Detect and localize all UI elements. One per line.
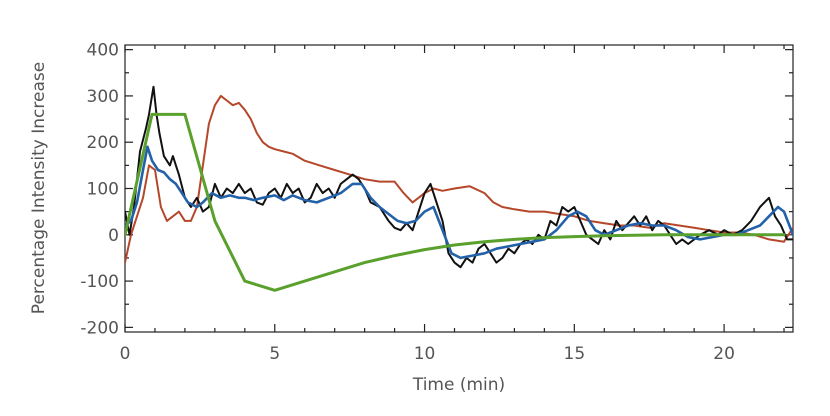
y-axis-label: Percentage Intensity Increase xyxy=(29,62,49,314)
axis-ticks xyxy=(124,45,793,332)
series-group xyxy=(125,85,793,292)
y-tick-label: 0 xyxy=(108,226,119,246)
y-tick-label: 400 xyxy=(87,41,119,61)
series-line-1 xyxy=(125,94,793,264)
y-tick-label: -100 xyxy=(80,272,119,292)
series-line-4 xyxy=(125,112,786,292)
axis-tick-labels: 0 5 10 15 20 -200 -100 0 100 200 300 400 xyxy=(80,41,735,364)
y-tick-label: 200 xyxy=(87,133,119,153)
x-tick-label: 0 xyxy=(120,344,131,364)
x-tick-label: 10 xyxy=(414,344,436,364)
x-axis-label: Time (min) xyxy=(412,375,505,395)
y-tick-label: 100 xyxy=(87,180,119,200)
series-line-3 xyxy=(125,145,793,260)
x-tick-label: 20 xyxy=(713,344,735,364)
y-tick-label: -200 xyxy=(80,318,119,338)
y-tick-label: 300 xyxy=(87,87,119,107)
x-tick-label: 5 xyxy=(269,344,280,364)
x-tick-label: 15 xyxy=(564,344,586,364)
series-line-2 xyxy=(125,85,793,269)
